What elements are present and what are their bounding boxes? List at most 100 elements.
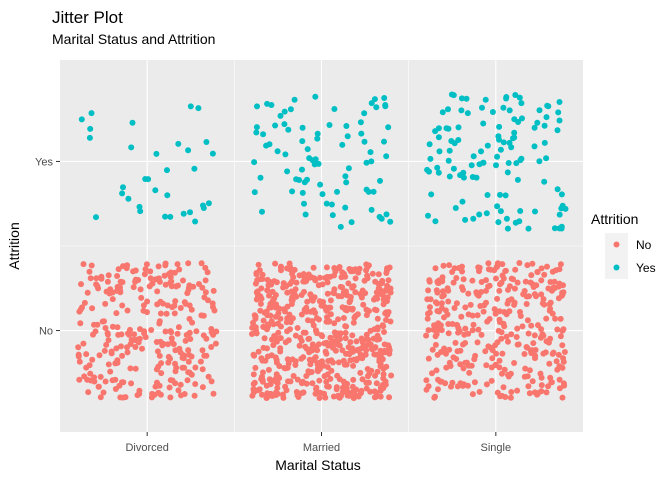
- point-no-single: [524, 373, 531, 380]
- point-no-divorced: [162, 281, 169, 288]
- point-no-married: [300, 354, 307, 361]
- point-no-single: [492, 342, 499, 349]
- point-yes-single: [511, 134, 518, 141]
- point-no-single: [540, 296, 547, 303]
- point-no-single: [438, 327, 445, 334]
- point-yes-single: [452, 205, 459, 211]
- point-yes-divorced: [129, 119, 136, 126]
- point-no-single: [556, 266, 563, 273]
- point-no-divorced: [166, 384, 173, 391]
- point-no-married: [277, 315, 284, 322]
- point-no-single: [511, 360, 518, 366]
- point-yes-married: [302, 211, 309, 218]
- point-no-married: [327, 375, 334, 382]
- point-no-divorced: [113, 345, 120, 352]
- point-no-divorced: [107, 368, 114, 375]
- point-no-divorced: [141, 328, 148, 335]
- point-no-single: [531, 389, 538, 396]
- point-yes-single: [445, 157, 452, 164]
- point-yes-divorced: [180, 210, 187, 217]
- point-no-married: [345, 280, 352, 287]
- point-no-single: [525, 330, 532, 337]
- point-no-single: [511, 301, 518, 308]
- point-no-single: [505, 373, 512, 380]
- point-no-divorced: [167, 328, 174, 335]
- point-no-single: [466, 369, 473, 376]
- y-tick-label: No: [39, 326, 53, 338]
- point-yes-married: [357, 119, 364, 126]
- point-yes-divorced: [153, 150, 160, 157]
- point-no-single: [505, 286, 511, 293]
- point-no-divorced: [144, 298, 151, 305]
- point-no-single: [423, 332, 430, 339]
- point-no-divorced: [182, 337, 189, 344]
- point-no-divorced: [176, 266, 183, 273]
- point-no-single: [439, 274, 446, 281]
- point-yes-married: [281, 121, 288, 128]
- point-yes-single: [446, 147, 453, 154]
- point-no-single: [436, 308, 443, 315]
- point-no-divorced: [155, 263, 162, 270]
- point-no-single: [432, 341, 439, 348]
- point-no-single: [525, 383, 532, 390]
- point-no-divorced: [157, 391, 164, 398]
- point-no-married: [347, 294, 354, 300]
- point-no-married: [369, 270, 376, 277]
- point-no-divorced: [81, 299, 88, 306]
- point-no-married: [270, 342, 277, 349]
- point-no-married: [298, 292, 305, 298]
- point-yes-married: [323, 200, 330, 207]
- point-no-single: [514, 279, 521, 286]
- point-no-married: [383, 270, 390, 276]
- point-no-divorced: [103, 341, 110, 348]
- point-yes-married: [291, 96, 298, 103]
- point-no-single: [522, 278, 529, 285]
- legend-key-no: [613, 241, 620, 248]
- point-no-single: [473, 289, 480, 296]
- point-no-married: [294, 376, 301, 383]
- point-no-single: [556, 280, 563, 287]
- point-no-single: [440, 262, 447, 269]
- point-no-married: [371, 394, 378, 401]
- point-no-divorced: [153, 366, 160, 373]
- point-no-single: [485, 260, 492, 267]
- point-yes-married: [342, 204, 349, 211]
- point-no-single: [497, 281, 503, 288]
- point-no-married: [308, 369, 315, 375]
- point-no-married: [274, 380, 281, 387]
- point-no-married: [340, 315, 347, 321]
- point-no-married: [381, 329, 387, 335]
- point-yes-single: [470, 215, 477, 222]
- point-yes-married: [314, 130, 321, 137]
- point-yes-married: [368, 158, 375, 165]
- point-no-divorced: [208, 344, 215, 350]
- point-no-married: [327, 297, 334, 304]
- point-yes-married: [254, 103, 260, 110]
- point-yes-single: [541, 139, 548, 146]
- point-no-married: [260, 344, 267, 351]
- point-no-married: [352, 289, 359, 296]
- point-no-married: [338, 274, 345, 281]
- point-no-married: [362, 351, 369, 358]
- point-no-married: [259, 271, 266, 278]
- point-no-married: [298, 380, 305, 387]
- point-no-married: [354, 346, 361, 353]
- point-no-married: [286, 311, 293, 318]
- point-no-divorced: [109, 296, 116, 303]
- point-no-divorced: [177, 381, 184, 388]
- point-yes-married: [377, 177, 383, 184]
- point-no-single: [469, 391, 476, 398]
- point-no-married: [254, 387, 261, 394]
- point-no-divorced: [87, 370, 94, 377]
- point-no-married: [316, 377, 323, 384]
- point-no-single: [465, 362, 472, 369]
- point-no-married: [314, 361, 321, 368]
- point-no-single: [554, 326, 561, 333]
- point-no-single: [453, 356, 460, 362]
- point-no-divorced: [95, 285, 102, 292]
- point-no-married: [284, 364, 291, 371]
- point-no-married: [267, 381, 274, 388]
- legend-label: Yes: [636, 261, 656, 275]
- point-yes-divorced: [195, 105, 202, 112]
- point-yes-single: [484, 192, 491, 198]
